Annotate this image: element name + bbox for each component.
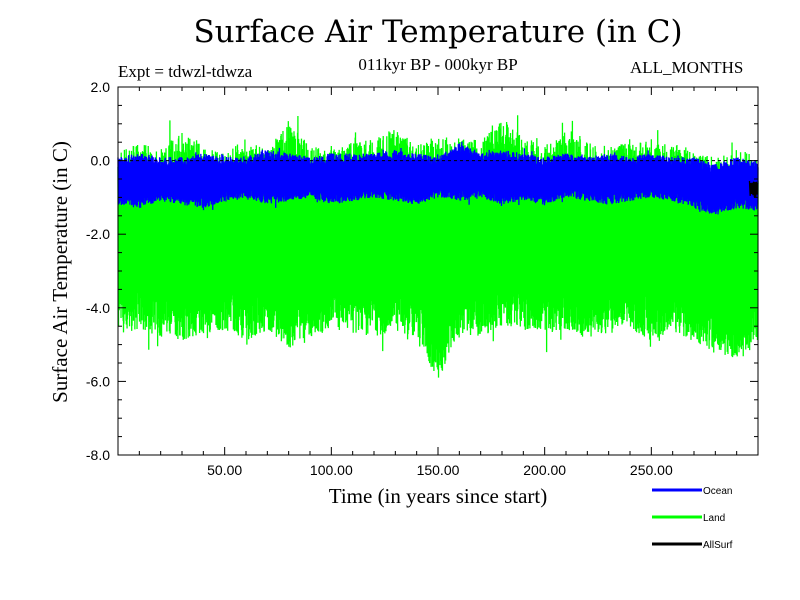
y-tick-label: -2.0 — [86, 226, 110, 242]
y-tick-label: -8.0 — [86, 447, 110, 463]
experiment-label: Expt = tdwzl-tdwza — [118, 62, 253, 81]
x-tick-label: 50.00 — [207, 462, 242, 478]
legend-label-land: Land — [703, 513, 725, 524]
y-tick-label: 0.0 — [91, 153, 111, 169]
y-tick-label: 2.0 — [91, 79, 111, 95]
legend: Ocean Land AllSurf — [652, 486, 733, 551]
legend-label-allsurf: AllSurf — [703, 540, 733, 551]
axes-layer: 50.00 100.00 150.00 200.00 250.00 2.0 0.0 -2.0 -… — [86, 79, 758, 478]
plot-data-layer — [117, 115, 759, 378]
y-axis-title: Surface Air Temperature (in C) — [48, 141, 72, 403]
x-tick-label: 100.00 — [310, 462, 353, 478]
x-tick-label: 200.00 — [523, 462, 566, 478]
x-axis-title: Time (in years since start) — [329, 484, 548, 508]
y-tick-label: -4.0 — [86, 300, 110, 316]
y-tick-label: -6.0 — [86, 373, 110, 389]
x-tick-label: 150.00 — [417, 462, 460, 478]
x-tick-label: 250.00 — [630, 462, 673, 478]
series-line-ocean — [117, 141, 759, 215]
months-label: ALL_MONTHS — [630, 58, 744, 77]
period-label: 011kyr BP - 000kyr BP — [358, 55, 518, 74]
legend-label-ocean: Ocean — [703, 486, 732, 497]
chart-title: Surface Air Temperature (in C) — [193, 14, 683, 50]
series-line-allsurf — [748, 180, 759, 198]
